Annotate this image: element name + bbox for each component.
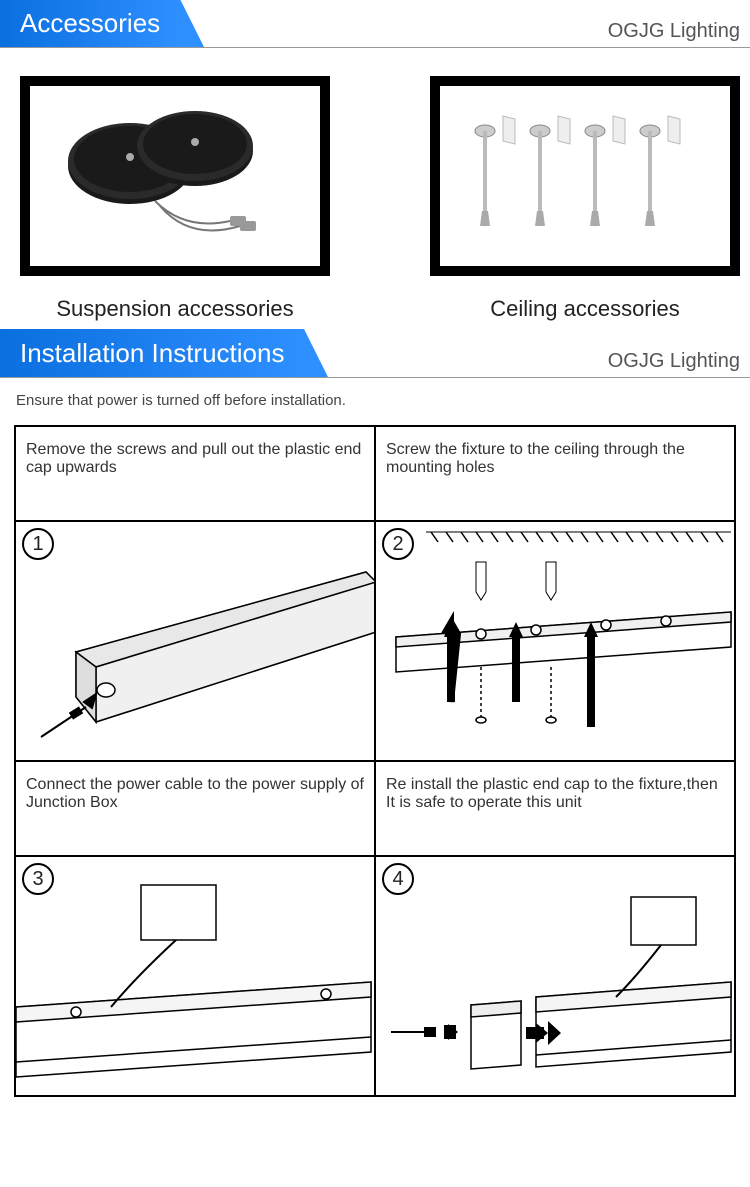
brand-label-2: OGJG Lighting xyxy=(608,350,750,377)
step-1-diagram: 1 xyxy=(15,521,375,761)
step-1-text: Remove the screws and pull out the plast… xyxy=(15,426,375,521)
brand-label-1: OGJG Lighting xyxy=(608,20,750,47)
accessory-suspension: Suspension accessories xyxy=(20,76,330,322)
step-4-text: Re install the plastic end cap to the fi… xyxy=(375,761,735,856)
step-3-text: Connect the power cable to the power sup… xyxy=(15,761,375,856)
accessory-ceiling: Ceiling accessories xyxy=(430,76,740,322)
installation-warning: Ensure that power is turned off before i… xyxy=(0,378,750,425)
step-2-diagram: 2 xyxy=(375,521,735,761)
step-3-diagram: 3 xyxy=(15,856,375,1096)
suspension-label: Suspension accessories xyxy=(56,296,293,322)
accessories-header: Accessories OGJG Lighting xyxy=(0,0,750,48)
suspension-image xyxy=(20,76,330,276)
step-2-text: Screw the fixture to the ceiling through… xyxy=(375,426,735,521)
installation-header: Installation Instructions OGJG Lighting xyxy=(0,330,750,378)
ceiling-image xyxy=(430,76,740,276)
step-2-number: 2 xyxy=(382,528,414,560)
installation-title: Installation Instructions xyxy=(0,329,304,377)
installation-grid: Remove the screws and pull out the plast… xyxy=(14,425,736,1097)
step-4-number: 4 xyxy=(382,863,414,895)
accessories-title: Accessories xyxy=(0,0,180,47)
step-1-number: 1 xyxy=(22,528,54,560)
accessories-row: Suspension accessories xyxy=(0,48,750,330)
ceiling-label: Ceiling accessories xyxy=(490,296,680,322)
step-4-diagram: 4 xyxy=(375,856,735,1096)
step-3-number: 3 xyxy=(22,863,54,895)
